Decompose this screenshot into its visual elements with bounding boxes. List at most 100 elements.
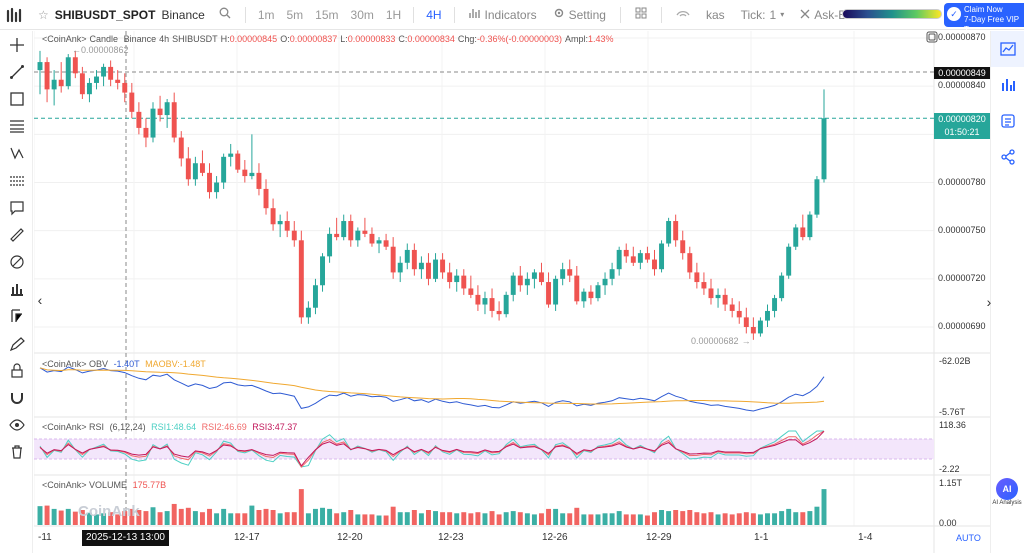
chart-area[interactable]: <CoinAnk> Candle Binance 4h SHIBUSDT H:0.000… xyxy=(34,31,990,553)
list-icon[interactable] xyxy=(991,103,1024,139)
heatmap-toggle[interactable] xyxy=(668,7,698,22)
screenshot-icon[interactable] xyxy=(926,31,938,45)
trash-icon[interactable] xyxy=(0,439,33,466)
volume-bar xyxy=(256,510,262,525)
candle-body xyxy=(546,282,552,305)
volume-bar xyxy=(482,513,488,525)
trendline-icon[interactable] xyxy=(0,58,33,85)
candle-body xyxy=(807,214,813,238)
volume-legend: <CoinAnk> VOLUME 175.77B xyxy=(42,480,169,490)
volume-bar xyxy=(765,513,770,525)
volume-bar xyxy=(86,512,92,525)
symbol-selector[interactable]: ☆ SHIBUSDT_SPOT Binance xyxy=(30,7,239,22)
auto-scale-button[interactable]: AUTO xyxy=(956,533,981,543)
price-tick-label: 0.00000780 xyxy=(938,176,986,187)
obv-line xyxy=(39,366,825,412)
candle-body xyxy=(277,221,283,225)
candle-body xyxy=(129,92,135,112)
candle-body xyxy=(178,137,184,159)
candle-body xyxy=(362,230,368,234)
search-icon[interactable] xyxy=(219,7,231,22)
chart-icon[interactable] xyxy=(991,31,1024,67)
volume-value: 175.77B xyxy=(132,480,167,490)
candle-body xyxy=(574,275,580,302)
obv-axis-top: -62.02B xyxy=(939,356,971,366)
price-tick-label: 0.00000690 xyxy=(938,321,986,331)
fib-icon[interactable] xyxy=(0,167,33,194)
volume-bar xyxy=(588,514,594,525)
candle-body xyxy=(72,57,78,74)
rsi3-line xyxy=(39,430,825,467)
depth-icon[interactable] xyxy=(991,67,1024,103)
candle-body xyxy=(164,102,170,116)
volume-bar xyxy=(503,512,509,525)
volume-bar xyxy=(729,514,735,525)
ai-label: AI Analysis xyxy=(992,500,1022,506)
rsi-params: (6,12,24) xyxy=(109,422,146,432)
magnet-icon[interactable] xyxy=(0,384,33,411)
rsi3-value: 47.37 xyxy=(274,422,298,432)
volume-bar xyxy=(341,512,347,525)
share-icon[interactable] xyxy=(991,139,1024,175)
timeframe-30m[interactable]: 30m xyxy=(350,7,374,22)
candle-body xyxy=(171,102,177,138)
timeframe-1h[interactable]: 1H xyxy=(385,7,402,22)
setting-button[interactable]: Setting xyxy=(545,7,614,22)
kas-selector[interactable]: kas xyxy=(698,8,733,22)
candle-body xyxy=(637,253,643,263)
chart-canvas[interactable] xyxy=(34,31,990,553)
candle-legend: <CoinAnk> Candle Binance 4h SHIBUSDT H:0.000… xyxy=(42,34,617,44)
eye-icon[interactable] xyxy=(0,412,33,439)
layout-button[interactable] xyxy=(627,7,655,22)
timeframe-4h[interactable]: 4H xyxy=(426,7,442,22)
star-icon[interactable]: ☆ xyxy=(38,7,49,22)
legend-type: Candle xyxy=(89,34,119,44)
volume-bar xyxy=(221,508,227,525)
crosshair-icon[interactable] xyxy=(0,31,33,58)
candle-body xyxy=(489,298,495,311)
bar-chart-icon[interactable] xyxy=(0,276,33,303)
candle-body xyxy=(750,327,756,334)
claim-vip-button[interactable]: ✓ Claim Now 7-Day Free VIP T xyxy=(944,3,1024,34)
obv-legend: <CoinAnk> OBV -1.40T MAOBV:-1.48T xyxy=(42,359,209,369)
ai-analysis-button[interactable]: AI AI Analysis xyxy=(991,478,1023,508)
heatmap-color-scale[interactable] xyxy=(842,9,942,19)
volume-bar xyxy=(362,514,368,525)
timeframe-5m[interactable]: 5m xyxy=(286,7,304,22)
lock-icon[interactable] xyxy=(0,357,33,384)
tick-selector[interactable]: Tick: 1 ▾ xyxy=(733,8,793,22)
volume-bar xyxy=(171,503,177,525)
maobv-value: -1.48T xyxy=(179,359,206,369)
claim-line2: 7-Day Free VIP T xyxy=(964,15,1019,34)
brush-icon[interactable] xyxy=(0,249,33,276)
volume-bar xyxy=(609,513,615,525)
candle-body xyxy=(687,253,693,273)
high-marker: ←0.00000862 xyxy=(72,45,129,55)
indicators-button[interactable]: Indicators xyxy=(461,7,545,22)
measure-icon[interactable] xyxy=(0,303,33,330)
candle-body xyxy=(496,310,502,315)
volume-bar xyxy=(58,510,64,525)
ruler-icon[interactable] xyxy=(0,221,33,248)
comment-icon[interactable] xyxy=(0,194,33,221)
obv-axis-bottom: -5.76T xyxy=(939,407,966,417)
timeframe-15m[interactable]: 15m xyxy=(315,7,339,22)
app-logo-icon[interactable] xyxy=(0,0,30,30)
horizontal-lines-icon[interactable] xyxy=(0,113,33,140)
rsi-axis-bottom: -2.22 xyxy=(939,464,960,474)
candle-body xyxy=(772,298,778,311)
candle-body xyxy=(821,118,827,180)
volume-bar xyxy=(701,513,707,525)
pencil-icon[interactable] xyxy=(0,330,33,357)
collapse-right-icon[interactable]: › xyxy=(986,294,992,310)
timeframe-1m[interactable]: 1m xyxy=(257,7,275,22)
candle-body xyxy=(249,172,255,177)
volume-bar xyxy=(390,506,396,525)
volume-bar xyxy=(630,514,636,525)
candle-body xyxy=(411,249,417,270)
volume-bar xyxy=(708,512,714,525)
pattern-icon[interactable] xyxy=(0,140,33,167)
rectangle-icon[interactable] xyxy=(0,85,33,112)
volume-bar xyxy=(694,512,700,525)
collapse-left-icon[interactable]: ‹ xyxy=(37,292,43,308)
